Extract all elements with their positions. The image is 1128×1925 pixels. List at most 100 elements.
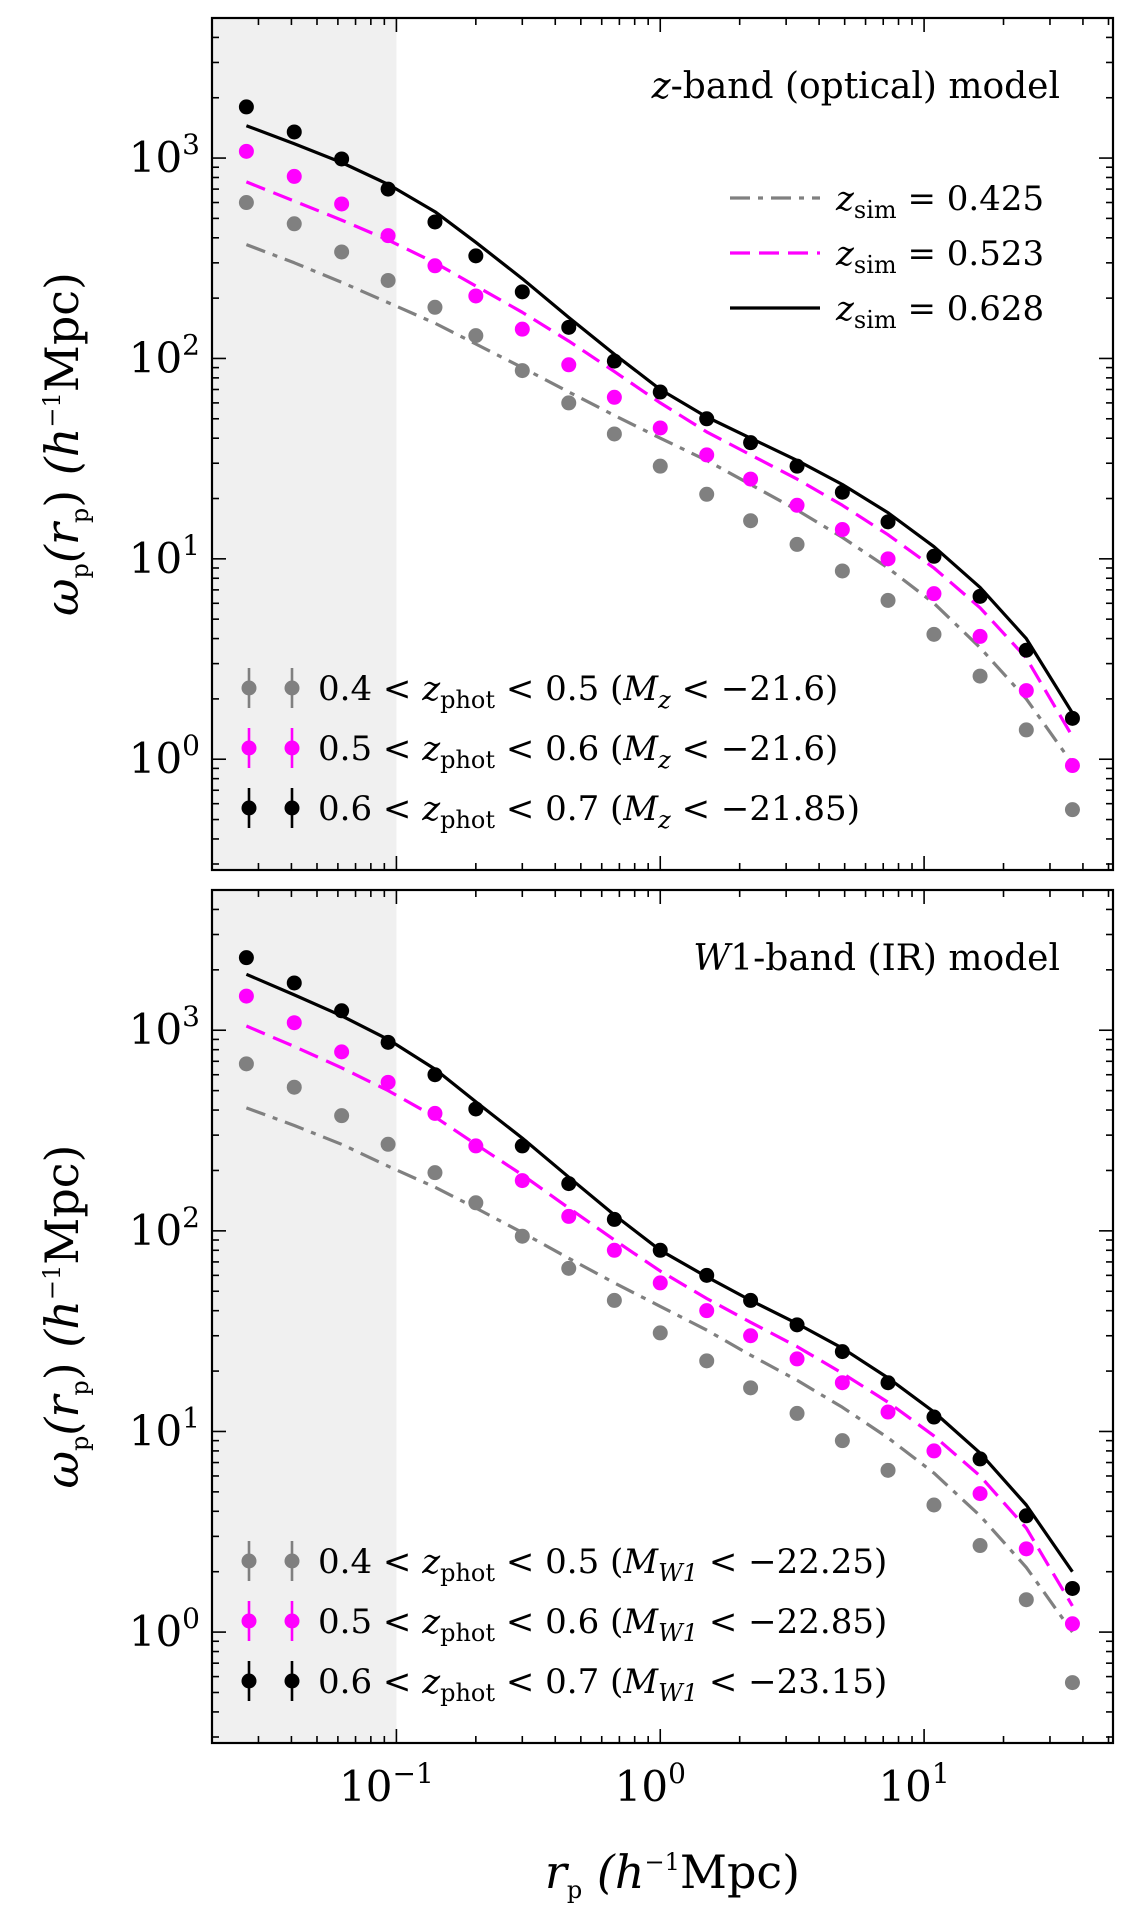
legend-mval: < −21.6) [671, 669, 839, 709]
data-point [743, 435, 759, 451]
y-tick-label: 100 [129, 1602, 200, 1656]
data-point [286, 168, 302, 184]
tick-exponent: 0 [182, 1602, 200, 1635]
legend-zvar: z [421, 729, 441, 769]
data-point [834, 484, 850, 500]
data-point [743, 471, 759, 487]
data-point [1018, 1541, 1034, 1557]
data-point [1064, 1675, 1080, 1691]
legend-mval: < −22.85) [698, 1602, 887, 1642]
data-point [699, 411, 715, 427]
data-point [238, 988, 254, 1004]
tick-base: 10 [615, 1762, 668, 1811]
data-point [606, 389, 622, 405]
data-point [514, 1173, 530, 1189]
data-point [334, 1003, 350, 1019]
legend-mvar: M [622, 729, 659, 769]
legend-zsub: phot [440, 686, 495, 714]
data-point [834, 522, 850, 538]
y-tick-label: 101 [129, 529, 200, 583]
legend-hi: < 0.5 ( [495, 1542, 623, 1582]
data-point [834, 563, 850, 579]
data-point [834, 1433, 850, 1449]
data-point [427, 299, 443, 315]
legend-label: zsim = 0.425 [835, 179, 1044, 224]
data-point [514, 284, 530, 300]
data-series-2 [238, 988, 1080, 1632]
data-point [880, 1404, 896, 1420]
data-series-1 [238, 195, 1080, 818]
legend-mval: < −21.6) [671, 729, 839, 769]
legend-marker [241, 740, 257, 756]
legend-msub: W1 [658, 1619, 698, 1647]
data-point [238, 950, 254, 966]
legend-marker [241, 1553, 257, 1569]
data-point [606, 1292, 622, 1308]
title-variable: z [651, 66, 672, 107]
data-point [699, 1303, 715, 1319]
legend-zvar: z [421, 1542, 441, 1582]
legend-zvar: z [421, 789, 441, 829]
ticks [211, 17, 1113, 870]
data-series-1 [238, 1056, 1080, 1691]
legend-zsub: phot [440, 1559, 495, 1587]
data-point [1064, 1580, 1080, 1596]
legend-lo: 0.4 < [318, 1542, 422, 1582]
legend-label: 0.5 < zphot < 0.6 (Mz < −21.6) [318, 729, 838, 774]
tick-exponent: 0 [668, 1757, 686, 1790]
tick-exponent: 3 [182, 128, 200, 161]
x-label-units: (h [582, 1845, 644, 1899]
legend-mval: < −21.85) [671, 789, 860, 829]
shaded-region [212, 18, 397, 870]
legend-marker [241, 1673, 257, 1689]
data-point [380, 1136, 396, 1152]
y-label-exp: −1 [38, 1265, 66, 1300]
data-point [380, 272, 396, 288]
y-tick-label: 100 [129, 729, 200, 783]
legend-mvar: M [622, 789, 659, 829]
data-point [514, 1138, 530, 1154]
y-label-arg: (r [35, 520, 89, 563]
data-point [427, 1165, 443, 1181]
tick-base: 10 [129, 1406, 182, 1455]
y-label-units-post: Mpc) [35, 1144, 89, 1264]
data-point [561, 1208, 577, 1224]
legend-msub: W1 [658, 1679, 698, 1707]
data-point [789, 458, 805, 474]
data-point [238, 1056, 254, 1072]
legend-zvar: z [421, 669, 441, 709]
data-point [606, 353, 622, 369]
data-point [1064, 758, 1080, 774]
y-label-units: (h [35, 428, 89, 476]
data-point [743, 513, 759, 529]
legend-label: zsim = 0.628 [835, 289, 1044, 334]
data-point [380, 228, 396, 244]
data-point [606, 426, 622, 442]
legend-marker [284, 680, 300, 696]
legend-zsub: phot [440, 1619, 495, 1647]
data-point [972, 668, 988, 684]
data-point [926, 548, 942, 564]
data-point [880, 551, 896, 567]
x-label-var: r [545, 1845, 570, 1899]
legend-mvar: M [622, 1542, 659, 1582]
data-point [1064, 802, 1080, 818]
data-point [561, 1260, 577, 1276]
tick-base: 10 [129, 734, 182, 783]
data-point [652, 458, 668, 474]
data-point [286, 1015, 302, 1031]
tick-base: 10 [129, 333, 182, 382]
data-point [834, 1375, 850, 1391]
tick-base: 10 [129, 1607, 182, 1656]
y-label-arg: (r [35, 1393, 89, 1436]
data-point [514, 321, 530, 337]
tick-exponent: 2 [182, 1201, 200, 1234]
legend-marker [284, 1553, 300, 1569]
legend-hi: < 0.7 ( [495, 1662, 623, 1702]
legend-msub: W1 [658, 1559, 698, 1587]
legend-mval: < −22.25) [698, 1542, 887, 1582]
data-point [926, 626, 942, 642]
data-point [427, 258, 443, 274]
data-point [1018, 722, 1034, 738]
legend-label: zsim = 0.523 [835, 234, 1044, 279]
